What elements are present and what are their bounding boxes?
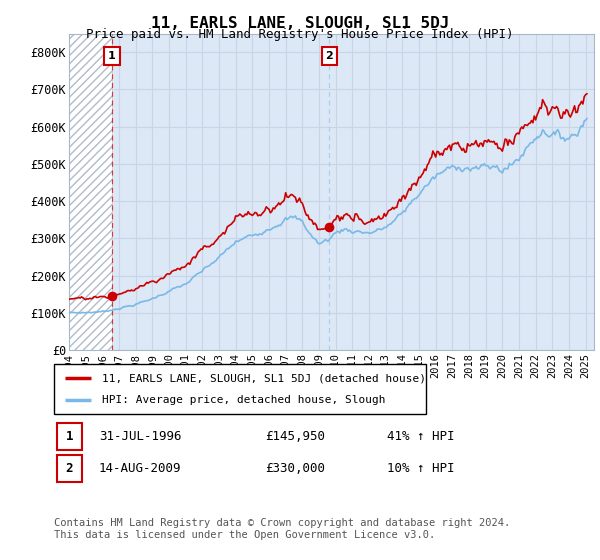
Text: 11, EARLS LANE, SLOUGH, SL1 5DJ: 11, EARLS LANE, SLOUGH, SL1 5DJ <box>151 16 449 31</box>
Text: 2: 2 <box>65 461 73 475</box>
Text: 14-AUG-2009: 14-AUG-2009 <box>99 461 181 475</box>
Text: 2: 2 <box>325 51 333 61</box>
Text: 11, EARLS LANE, SLOUGH, SL1 5DJ (detached house): 11, EARLS LANE, SLOUGH, SL1 5DJ (detache… <box>103 373 427 383</box>
Text: 1: 1 <box>108 51 116 61</box>
Text: 1: 1 <box>65 430 73 443</box>
Text: 41% ↑ HPI: 41% ↑ HPI <box>386 430 454 443</box>
Bar <box>56 423 82 450</box>
Bar <box>69 34 112 350</box>
Bar <box>56 455 82 482</box>
Text: £145,950: £145,950 <box>265 430 325 443</box>
Text: £330,000: £330,000 <box>265 461 325 475</box>
Text: HPI: Average price, detached house, Slough: HPI: Average price, detached house, Slou… <box>103 395 386 405</box>
Text: 31-JUL-1996: 31-JUL-1996 <box>99 430 181 443</box>
Text: 10% ↑ HPI: 10% ↑ HPI <box>386 461 454 475</box>
Text: Price paid vs. HM Land Registry's House Price Index (HPI): Price paid vs. HM Land Registry's House … <box>86 28 514 41</box>
Text: Contains HM Land Registry data © Crown copyright and database right 2024.
This d: Contains HM Land Registry data © Crown c… <box>54 518 510 540</box>
Bar <box>69 34 112 350</box>
